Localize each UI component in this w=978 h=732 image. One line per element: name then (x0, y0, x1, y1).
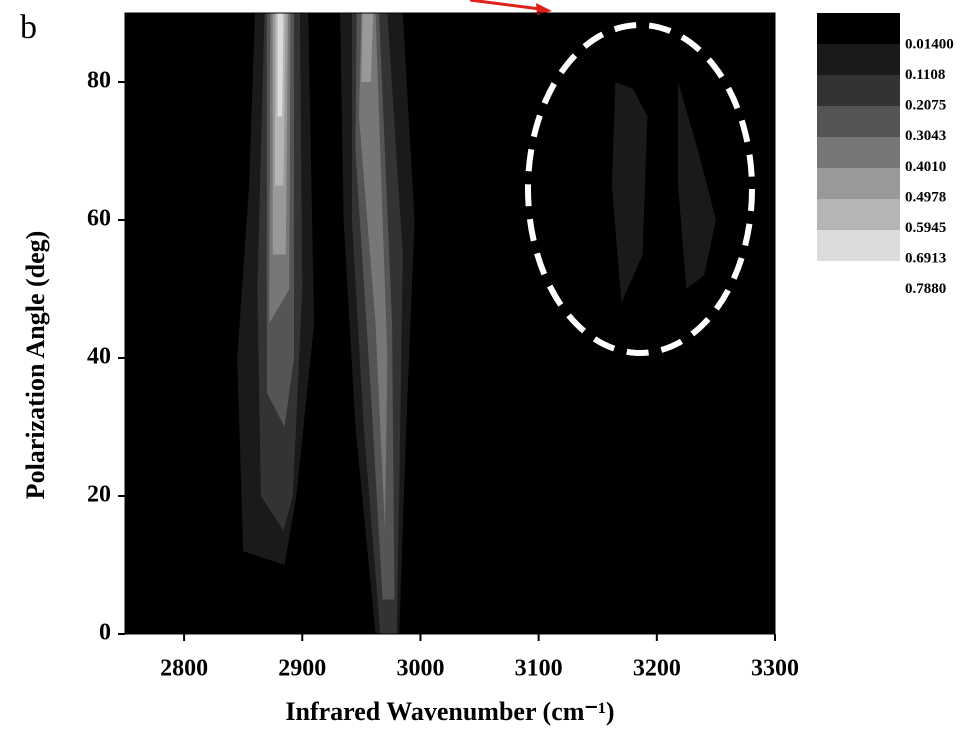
colorbar-label: 0.3043 (905, 128, 946, 144)
y-tick-label: 60 (87, 206, 111, 232)
panel-label: b (20, 9, 37, 46)
colorbar-swatch (817, 168, 900, 199)
x-tick-label: 3300 (751, 656, 799, 682)
chart: b Infrared Wavenumber (cm⁻¹) Polarizatio… (0, 0, 978, 732)
y-axis-label: Polarization Angle (deg) (21, 231, 50, 500)
colorbar-swatch (817, 230, 900, 261)
colorbar-label: 0.1108 (905, 67, 945, 83)
x-tick-label: 2800 (160, 656, 208, 682)
colorbar-label: 0.4978 (905, 189, 946, 205)
x-axis-label: Infrared Wavenumber (cm⁻¹) (285, 697, 614, 726)
colorbar-swatch (817, 44, 900, 75)
colorbar-label: 0.6913 (905, 251, 946, 267)
y-tick-label: 20 (87, 482, 111, 508)
colorbar-label: 0.2075 (905, 98, 946, 114)
colorbar-swatch (817, 13, 900, 44)
colorbar-swatch (817, 199, 900, 230)
contour-region (125, 13, 775, 634)
colorbar-label: 0.7880 (905, 281, 946, 297)
colorbar-swatch (817, 137, 900, 168)
plot-area (125, 13, 775, 634)
y-tick-label: 80 (87, 68, 111, 94)
x-tick-label: 3000 (396, 656, 444, 682)
y-tick-label: 0 (99, 620, 111, 646)
x-tick-label: 3200 (633, 656, 681, 682)
x-tick-label: 2900 (278, 656, 326, 682)
colorbar-label: 0.4010 (905, 159, 946, 175)
colorbar-swatch (817, 75, 900, 106)
arrow (470, 0, 540, 9)
y-tick-label: 40 (87, 344, 111, 370)
colorbar-label: 0.01400 (905, 36, 954, 52)
colorbar-swatch (817, 106, 900, 137)
colorbar-label: 0.5945 (905, 220, 946, 236)
x-tick-label: 3100 (515, 656, 563, 682)
